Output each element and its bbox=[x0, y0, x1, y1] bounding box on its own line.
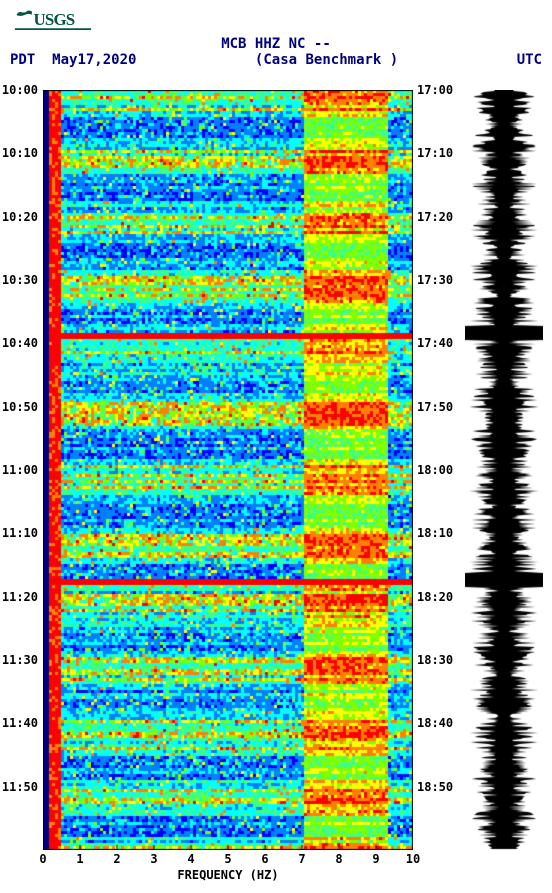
y-tick-left: 11:00 bbox=[2, 463, 38, 477]
y-tick-left: 11:40 bbox=[2, 716, 38, 730]
station-name: (Casa Benchmark ) bbox=[136, 52, 516, 68]
x-tick: 0 bbox=[39, 852, 46, 866]
y-tick-right: 17:20 bbox=[417, 210, 453, 224]
y-axis-left: 10:0010:1010:2010:3010:4010:5011:0011:10… bbox=[0, 90, 40, 850]
y-tick-right: 18:50 bbox=[417, 780, 453, 794]
y-tick-left: 10:50 bbox=[2, 400, 38, 414]
waveform-trace bbox=[465, 90, 543, 850]
y-tick-right: 18:30 bbox=[417, 653, 453, 667]
y-tick-left: 11:30 bbox=[2, 653, 38, 667]
x-tick: 3 bbox=[150, 852, 157, 866]
y-tick-right: 17:00 bbox=[417, 83, 453, 97]
y-tick-left: 11:50 bbox=[2, 780, 38, 794]
svg-text:USGS: USGS bbox=[34, 10, 75, 29]
x-tick: 1 bbox=[76, 852, 83, 866]
x-tick: 4 bbox=[187, 852, 194, 866]
y-tick-right: 18:40 bbox=[417, 716, 453, 730]
y-tick-left: 10:00 bbox=[2, 83, 38, 97]
y-tick-left: 11:20 bbox=[2, 590, 38, 604]
x-tick: 6 bbox=[261, 852, 268, 866]
y-tick-left: 10:10 bbox=[2, 146, 38, 160]
y-tick-right: 18:20 bbox=[417, 590, 453, 604]
chart-header: MCB HHZ NC -- PDT May17,2020 (Casa Bench… bbox=[0, 36, 552, 68]
spectrogram-plot bbox=[43, 90, 413, 850]
y-tick-right: 17:40 bbox=[417, 336, 453, 350]
tz-right: UTC bbox=[517, 52, 542, 68]
y-tick-right: 17:50 bbox=[417, 400, 453, 414]
x-tick: 5 bbox=[224, 852, 231, 866]
y-tick-left: 10:40 bbox=[2, 336, 38, 350]
waveform-plot bbox=[465, 90, 543, 850]
tz-left: PDT May17,2020 bbox=[10, 52, 136, 68]
x-axis: FREQUENCY (HZ) 012345678910 bbox=[43, 850, 413, 890]
usgs-logo: USGS bbox=[8, 4, 98, 30]
x-axis-label: FREQUENCY (HZ) bbox=[43, 868, 413, 882]
x-tick: 2 bbox=[113, 852, 120, 866]
spectrogram-heatmap bbox=[43, 90, 413, 850]
y-tick-right: 18:00 bbox=[417, 463, 453, 477]
y-axis-right: 17:0017:1017:2017:3017:4017:5018:0018:10… bbox=[415, 90, 457, 850]
station-line: MCB HHZ NC -- bbox=[0, 36, 552, 52]
y-tick-right: 17:10 bbox=[417, 146, 453, 160]
x-tick: 10 bbox=[406, 852, 420, 866]
y-tick-left: 10:20 bbox=[2, 210, 38, 224]
y-tick-right: 18:10 bbox=[417, 526, 453, 540]
y-tick-left: 10:30 bbox=[2, 273, 38, 287]
x-tick: 9 bbox=[372, 852, 379, 866]
x-tick: 8 bbox=[335, 852, 342, 866]
y-tick-left: 11:10 bbox=[2, 526, 38, 540]
y-tick-right: 17:30 bbox=[417, 273, 453, 287]
x-tick: 7 bbox=[298, 852, 305, 866]
